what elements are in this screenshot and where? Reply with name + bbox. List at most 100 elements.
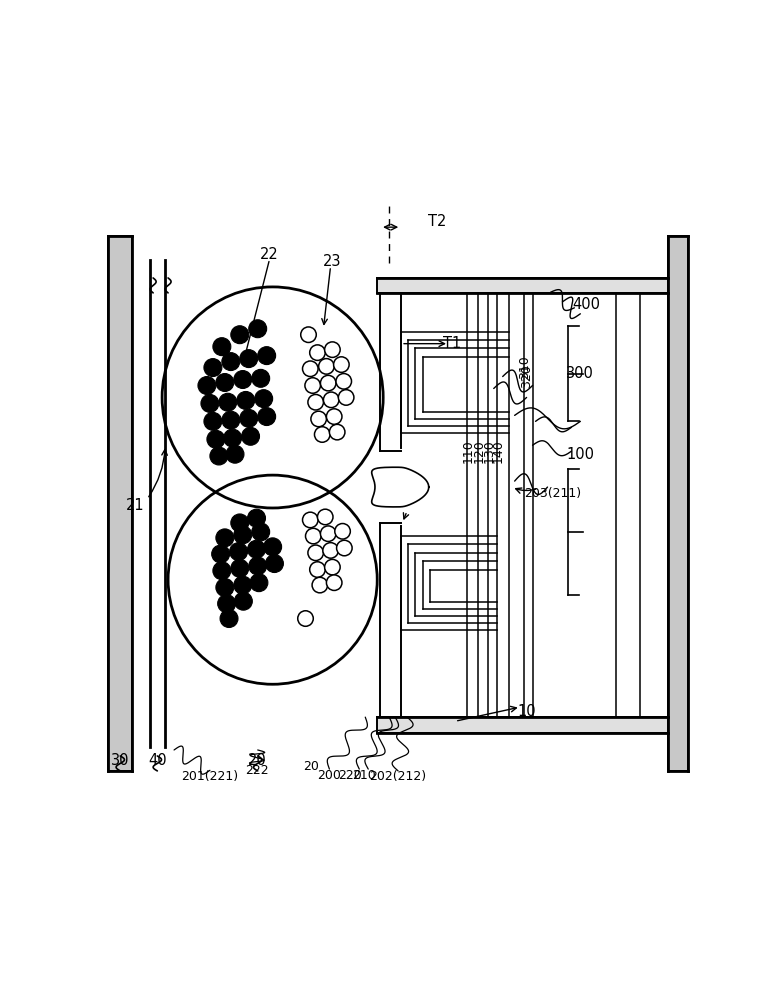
Circle shape xyxy=(226,445,244,463)
Text: 300: 300 xyxy=(567,366,594,381)
Circle shape xyxy=(308,394,324,410)
Circle shape xyxy=(216,529,234,547)
Circle shape xyxy=(222,353,240,371)
Text: 120: 120 xyxy=(473,439,485,463)
Circle shape xyxy=(338,390,354,405)
Text: 20: 20 xyxy=(248,753,267,768)
Circle shape xyxy=(311,411,326,427)
Circle shape xyxy=(212,545,230,563)
Circle shape xyxy=(241,427,260,445)
Circle shape xyxy=(234,576,251,594)
Circle shape xyxy=(321,375,336,391)
Circle shape xyxy=(249,320,267,338)
Text: 10: 10 xyxy=(517,704,536,719)
Circle shape xyxy=(298,611,313,626)
Circle shape xyxy=(207,430,225,448)
Text: 310: 310 xyxy=(518,356,531,379)
Circle shape xyxy=(329,424,345,440)
Circle shape xyxy=(231,559,249,577)
Circle shape xyxy=(336,374,352,389)
Circle shape xyxy=(258,347,276,365)
Circle shape xyxy=(247,509,265,527)
Text: 110: 110 xyxy=(462,439,474,463)
Circle shape xyxy=(237,391,254,409)
Circle shape xyxy=(264,538,281,556)
Circle shape xyxy=(213,562,231,580)
Circle shape xyxy=(217,595,236,613)
Circle shape xyxy=(325,342,340,357)
Circle shape xyxy=(265,555,284,573)
Circle shape xyxy=(310,562,325,577)
Circle shape xyxy=(335,524,350,539)
Circle shape xyxy=(305,378,321,393)
Circle shape xyxy=(222,411,240,429)
Text: 22: 22 xyxy=(261,247,279,262)
Circle shape xyxy=(240,409,258,427)
Circle shape xyxy=(326,575,342,590)
Circle shape xyxy=(258,408,276,426)
Polygon shape xyxy=(372,467,429,507)
Text: 21: 21 xyxy=(126,498,144,513)
Polygon shape xyxy=(377,717,668,733)
Circle shape xyxy=(247,540,265,558)
Circle shape xyxy=(308,545,324,561)
Circle shape xyxy=(220,610,238,627)
Text: 23: 23 xyxy=(323,254,342,269)
Text: T1: T1 xyxy=(443,336,461,351)
Circle shape xyxy=(318,509,333,525)
Text: 30: 30 xyxy=(111,753,130,768)
Circle shape xyxy=(250,574,268,592)
Circle shape xyxy=(301,327,316,342)
Circle shape xyxy=(326,409,342,424)
Text: 130: 130 xyxy=(483,439,496,463)
Circle shape xyxy=(231,514,249,532)
Circle shape xyxy=(216,374,234,391)
Circle shape xyxy=(312,577,328,593)
Circle shape xyxy=(251,369,270,387)
Text: 220: 220 xyxy=(338,769,362,782)
Circle shape xyxy=(334,357,349,372)
Text: T2: T2 xyxy=(428,214,446,229)
Circle shape xyxy=(310,345,325,360)
Polygon shape xyxy=(108,236,133,771)
Circle shape xyxy=(318,359,334,374)
Circle shape xyxy=(216,578,234,596)
Circle shape xyxy=(234,526,251,544)
Circle shape xyxy=(315,427,330,442)
Text: 201(221): 201(221) xyxy=(181,770,238,783)
Circle shape xyxy=(201,394,219,412)
Circle shape xyxy=(302,361,318,377)
Circle shape xyxy=(213,338,231,356)
Circle shape xyxy=(224,429,241,447)
Circle shape xyxy=(234,592,252,610)
Circle shape xyxy=(305,528,321,544)
Circle shape xyxy=(240,350,258,368)
Text: 222: 222 xyxy=(244,764,268,777)
Circle shape xyxy=(198,377,216,394)
Text: 202(212): 202(212) xyxy=(369,770,426,783)
Text: 20: 20 xyxy=(304,760,319,773)
Text: 100: 100 xyxy=(567,447,594,462)
Circle shape xyxy=(231,326,249,344)
Circle shape xyxy=(219,393,237,411)
Text: 210: 210 xyxy=(352,769,376,782)
Circle shape xyxy=(210,447,228,465)
Circle shape xyxy=(230,543,247,561)
Circle shape xyxy=(204,412,222,430)
Circle shape xyxy=(321,526,336,541)
Text: 400: 400 xyxy=(572,297,601,312)
Circle shape xyxy=(337,540,352,556)
Circle shape xyxy=(302,512,318,528)
Text: 140: 140 xyxy=(492,439,505,463)
Circle shape xyxy=(249,557,267,575)
Circle shape xyxy=(325,559,340,575)
Text: 40: 40 xyxy=(148,753,167,768)
Circle shape xyxy=(204,359,222,377)
Circle shape xyxy=(251,523,270,541)
Text: 320: 320 xyxy=(520,365,533,388)
Circle shape xyxy=(323,392,339,408)
Polygon shape xyxy=(377,278,668,293)
Circle shape xyxy=(234,371,251,388)
Circle shape xyxy=(254,390,273,408)
Circle shape xyxy=(323,543,338,558)
